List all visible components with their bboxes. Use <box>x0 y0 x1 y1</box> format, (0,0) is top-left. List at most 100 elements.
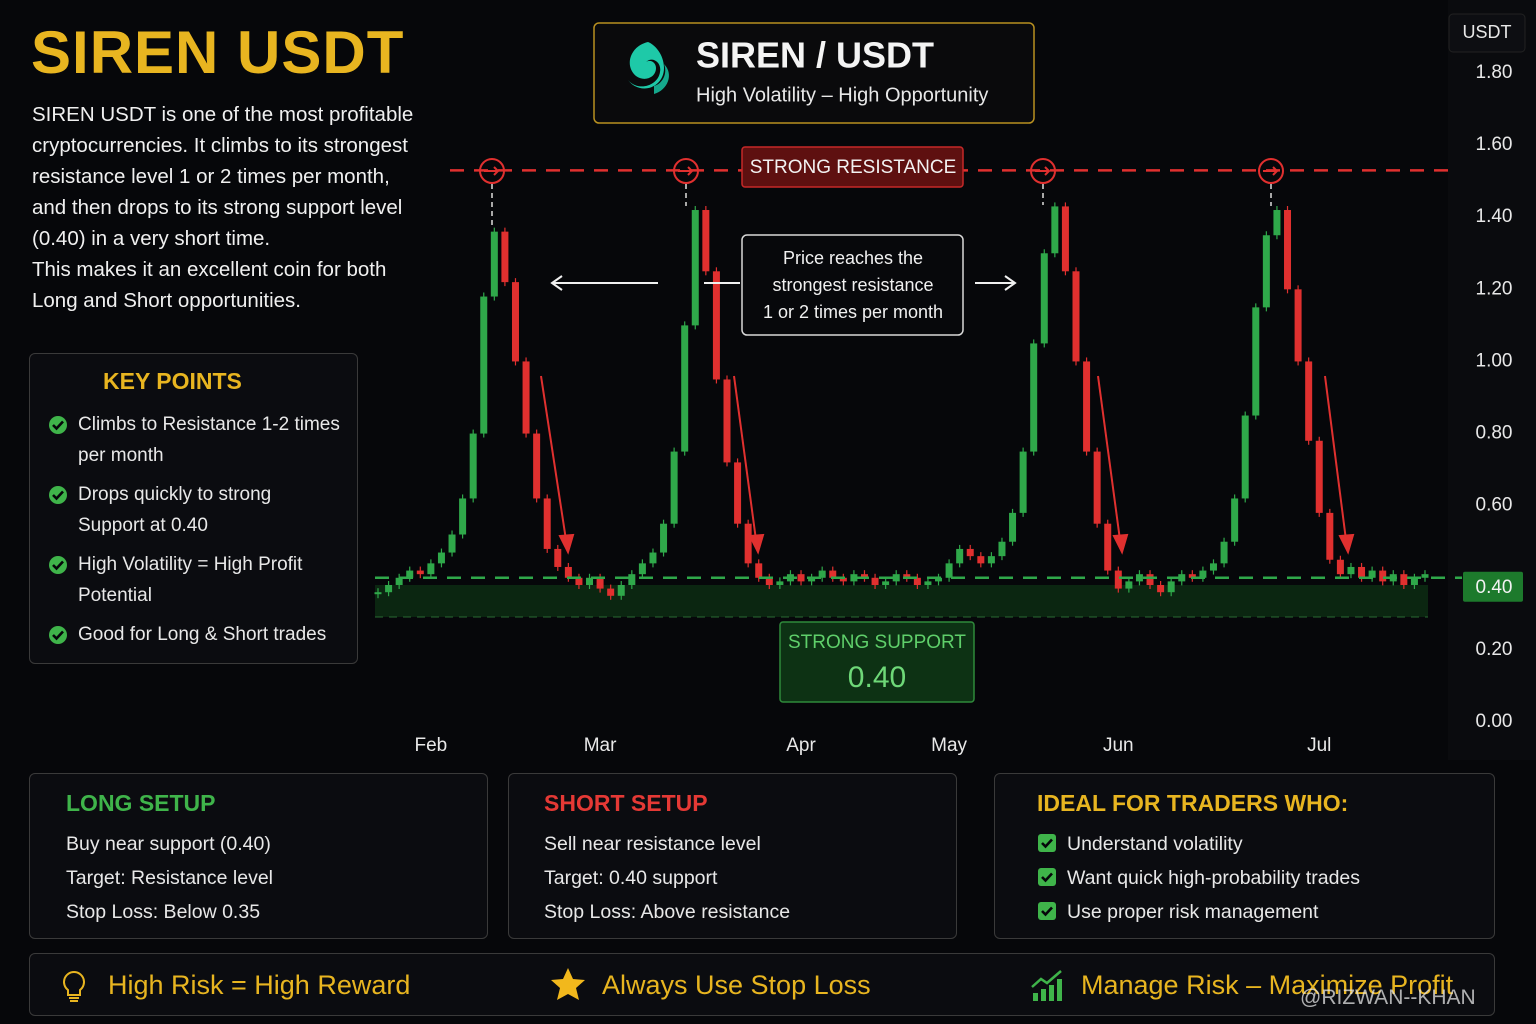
candle <box>1294 289 1302 362</box>
support-axis-tag <box>1463 571 1523 602</box>
candle <box>744 523 752 564</box>
description: SIREN USDT is one of the most profitable… <box>32 99 413 316</box>
candle <box>808 577 816 582</box>
candle <box>385 584 393 593</box>
footer-bar: High Risk = High Reward Always Use Stop L… <box>29 953 1495 1016</box>
candle <box>374 592 382 595</box>
peak-guides <box>491 184 1272 228</box>
key-point-text: Climbs to Resistance 1-2 times per month <box>78 414 340 466</box>
y-tick-label: 1.40 <box>1476 206 1513 227</box>
candle <box>1231 498 1239 542</box>
candle <box>607 588 615 596</box>
candle <box>490 231 498 297</box>
candle <box>596 577 604 589</box>
candle <box>427 563 435 575</box>
check-icon <box>49 626 67 644</box>
candle <box>416 570 424 575</box>
footer-item: Manage Risk – Maximize Profit <box>1027 954 1453 1015</box>
title: SIREN USDT <box>31 19 405 86</box>
candle <box>712 271 720 380</box>
ideal-text: Want quick high-probability trades <box>1067 867 1361 889</box>
candle <box>480 296 488 434</box>
candle <box>839 577 847 582</box>
badge-title: SIREN / USDT <box>696 35 934 76</box>
candle <box>575 577 583 585</box>
support-box <box>779 621 975 703</box>
candle <box>871 577 879 585</box>
long-setup-lines: Buy near support (0.40) Target: Resistanc… <box>66 827 336 929</box>
candle <box>670 451 678 524</box>
setup-line: Target: 0.40 support <box>544 867 718 889</box>
candle <box>1104 523 1112 571</box>
check-mark <box>1041 838 1053 849</box>
setup-line: Buy near support (0.40) <box>66 833 271 855</box>
watermark: @RIZWAN--KHAN <box>1300 986 1476 1009</box>
description-line: (0.40) in a very short time. <box>32 227 271 250</box>
candle <box>459 498 467 535</box>
footer-text: High Risk = High Reward <box>108 969 411 1000</box>
x-tick-label: Jun <box>1103 735 1134 756</box>
footer-item: Always Use Stop Loss <box>548 954 871 1015</box>
candle <box>1199 570 1207 578</box>
candle <box>533 433 541 499</box>
check-mark <box>52 560 64 571</box>
candle <box>1273 210 1281 236</box>
candle <box>977 556 985 564</box>
candle <box>956 548 964 564</box>
check-icon <box>1038 902 1056 920</box>
key-point-text: Good for Long & Short trades <box>78 624 327 645</box>
candle <box>765 577 773 585</box>
y-tick-label: 0.80 <box>1476 423 1513 444</box>
candle <box>1410 577 1418 585</box>
candle <box>1220 541 1228 564</box>
trend <box>1031 970 1062 988</box>
candle <box>935 577 943 582</box>
candle <box>850 574 858 582</box>
candle <box>469 433 477 499</box>
candle <box>776 581 784 585</box>
x-tick-label: Apr <box>786 735 816 756</box>
long-setup-card: LONG SETUP Buy near support (0.40) Target… <box>29 773 488 939</box>
candle <box>945 563 953 578</box>
description-line: cryptocurrencies. It climbs to its stron… <box>32 134 408 157</box>
candle <box>448 534 456 553</box>
x-tick-label: Feb <box>415 735 448 756</box>
ideal-card: IDEAL FOR TRADERS WHO: Understand volati… <box>994 773 1495 939</box>
candle <box>702 210 710 272</box>
badge-box <box>593 22 1035 124</box>
y-tick-label: 0.60 <box>1476 495 1513 516</box>
candle <box>406 570 414 578</box>
candle <box>882 581 890 585</box>
candle <box>681 325 689 452</box>
check-icon <box>49 486 67 504</box>
candle <box>1157 584 1165 593</box>
candle <box>1093 451 1101 524</box>
y-tick-label: 1.60 <box>1476 134 1513 155</box>
candle <box>1421 574 1429 578</box>
check-mark <box>52 630 64 641</box>
setup-line: Stop Loss: Below 0.35 <box>66 901 261 923</box>
candle <box>1262 235 1270 308</box>
candle <box>1379 570 1387 582</box>
x-tick-label: May <box>931 735 967 756</box>
resistance-box <box>741 146 964 188</box>
resistance-label: STRONG RESISTANCE <box>750 157 957 178</box>
ideal-list: Understand volatility Want quick high-pro… <box>1037 827 1494 929</box>
candle <box>1209 563 1217 571</box>
check-mark <box>1041 872 1053 883</box>
support-value: 0.40 <box>848 661 906 694</box>
setup-line: Sell near resistance level <box>544 833 761 855</box>
annotation-line: strongest resistance <box>772 275 933 295</box>
candle <box>564 566 572 578</box>
candle <box>1114 570 1122 589</box>
candle <box>1178 574 1186 582</box>
footer-icon <box>63 970 85 1002</box>
candle <box>723 379 731 463</box>
y-tick-label: 0.20 <box>1476 639 1513 660</box>
candle <box>1368 570 1376 578</box>
key-point-text: High Volatility = High Profit Potential <box>78 554 303 606</box>
key-points-panel: KEY POINTS Climbs to Resistance 1-2 time… <box>29 353 358 664</box>
ideal-text: Use proper risk management <box>1067 901 1319 923</box>
description-line: resistance level 1 or 2 times per month, <box>32 165 390 188</box>
